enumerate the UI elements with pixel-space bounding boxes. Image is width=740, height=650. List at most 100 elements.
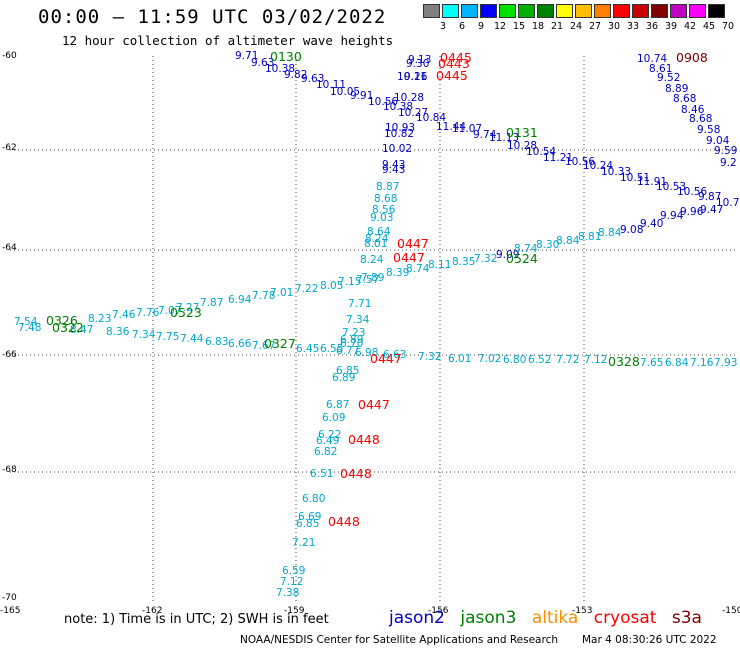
cyan-track-swh-label: 7.87 <box>200 297 223 309</box>
color-scale-label: 24 <box>569 21 583 32</box>
legend-jason3: jason3 <box>460 608 517 628</box>
color-scale-swatch <box>423 4 440 18</box>
cyan-track-swh-label: 6.82 <box>314 446 337 458</box>
jason2-swh-label: 10.28 <box>507 140 537 152</box>
color-scale-swatch <box>594 4 611 18</box>
lat-tick-label: -64 <box>2 243 17 253</box>
lat-tick-label: -66 <box>2 350 17 360</box>
cyan-track-swh-label: 6.59 <box>282 565 305 577</box>
jason2-swh-label: 10.51 <box>620 172 650 184</box>
jason2-swh-label: 9.82 <box>284 69 307 81</box>
cyan-track-swh-label: 8.81 <box>578 231 601 243</box>
cyan-track-swh-label: 6.55 <box>320 343 343 355</box>
s3a-pass-time-label: 0908 <box>676 50 708 65</box>
lat-tick-label: -70 <box>2 593 17 603</box>
cyan-track-swh-label: 8.47 <box>70 324 93 336</box>
cyan-track-swh-label: 7.15 <box>338 276 361 288</box>
lat-tick-label: -68 <box>2 465 17 475</box>
jason2-swh-label: 11.07 <box>452 123 482 135</box>
jason2-swh-label: 9.63 <box>251 57 274 69</box>
cyan-track-swh-label: 6.70 <box>340 338 363 350</box>
cyan-track-swh-label: 6.83 <box>205 336 228 348</box>
jason3-pass-time-label: 0131 <box>506 125 538 140</box>
jason2-swh-label: 9.63 <box>301 73 324 85</box>
color-scale-swatch <box>499 4 516 18</box>
jason2-swh-label: 8.68 <box>673 93 696 105</box>
color-scale-swatch <box>613 4 630 18</box>
cyan-track-swh-label: 8.64 <box>367 226 391 238</box>
cyan-track-swh-label: 8.56 <box>372 204 396 216</box>
cryosat-pass-time-label: 0448 <box>348 432 380 447</box>
color-scale-label: 36 <box>645 21 659 32</box>
jason2-swh-label: 9.04 <box>706 135 730 147</box>
cyan-track-swh-label: 7.72 <box>556 354 579 366</box>
color-scale-label: 21 <box>550 21 564 32</box>
cyan-track-swh-label: 7.27 <box>176 302 199 314</box>
jason2-swh-label: 9.74 <box>473 129 497 141</box>
cyan-track-swh-label: 6.89 <box>340 334 363 346</box>
cyan-track-swh-label: 7.67 <box>252 340 275 352</box>
color-scale-label: 42 <box>683 21 697 32</box>
cryosat-pass-time-label: 0447 <box>393 250 425 265</box>
legend-s3a: s3a <box>671 608 702 628</box>
color-scale-swatch <box>670 4 687 18</box>
jason2-swh-label: 8.89 <box>665 83 688 95</box>
jason2-swh-label: 10.56 <box>368 96 398 108</box>
cyan-track-swh-label: 8.24 <box>365 233 389 245</box>
jason2-swh-label: 11.91 <box>637 176 667 188</box>
jason2-swh-label: 8.61 <box>649 63 672 75</box>
cryosat-pass-time-label: 0448 <box>340 466 372 481</box>
jason2-swh-label: 9.40 <box>640 218 663 230</box>
color-scale-label: 12 <box>493 21 507 32</box>
cyan-track-swh-label: 8.01 <box>364 238 387 250</box>
cyan-track-swh-label: 7.46 <box>112 309 136 321</box>
cyan-track-swh-label: 7.34 <box>132 329 156 341</box>
jason3-pass-time-label: 0130 <box>270 49 302 64</box>
cyan-track-swh-label: 6.51 <box>310 468 333 480</box>
color-scale-swatch <box>480 4 497 18</box>
cyan-track-swh-label: 8.30 <box>536 239 559 251</box>
footer-note: note: 1) Time is in UTC; 2) SWH is in fe… <box>64 612 329 627</box>
jason2-swh-label: 11.21 <box>543 152 573 164</box>
lon-tick-label: -165 <box>0 606 20 616</box>
jason2-swh-label: 10.02 <box>382 143 412 155</box>
cyan-track-swh-label: 6.80 <box>503 354 526 366</box>
color-scale-swatch <box>632 4 649 18</box>
cyan-track-swh-label: 7.02 <box>478 353 501 365</box>
jason2-swh-label: 10.11 <box>397 71 427 83</box>
jason2-swh-label: 10.38 <box>265 63 295 75</box>
cyan-track-swh-label: 6.52 <box>528 354 551 366</box>
cyan-track-swh-label: 7.89 <box>361 272 384 284</box>
jason2-swh-label: 10.33 <box>601 166 631 178</box>
cyan-track-swh-label: 6.85 <box>296 518 319 530</box>
cyan-track-swh-label: 6.63 <box>383 349 406 361</box>
cryosat-pass-time-label: 0448 <box>328 514 360 529</box>
cryosat-pass-time-label: 0445 <box>436 68 468 83</box>
cyan-track-swh-label: 7.12 <box>280 576 303 588</box>
color-scale-swatch <box>461 4 478 18</box>
jason2-swh-label: 9.26 <box>404 71 428 83</box>
lon-tick-label: -153 <box>572 606 592 616</box>
satellite-legend: jason2 jason3 altika cryosat s3a <box>389 608 712 628</box>
jason2-swh-label: 9.96 <box>680 206 704 218</box>
lon-tick-label: -150 <box>722 606 740 616</box>
cyan-track-swh-label: 6.84 <box>665 357 689 369</box>
color-scale-label: 9 <box>477 21 485 32</box>
cyan-track-swh-label: 8.05 <box>320 280 343 292</box>
cyan-track-swh-label: 8.74 <box>406 263 430 275</box>
jason2-swh-label: 9.30 <box>406 58 429 70</box>
cyan-track-swh-label: 7.71 <box>348 298 371 310</box>
cyan-track-swh-label: 8.35 <box>452 256 475 268</box>
jason3-pass-time-label: 0322 <box>52 320 84 335</box>
credit-line: NOAA/NESDIS Center for Satellite Applica… <box>240 634 558 646</box>
jason2-swh-label: 9.59 <box>714 145 737 157</box>
color-scale-label: 33 <box>626 21 640 32</box>
cyan-track-swh-label: 7.34 <box>346 314 370 326</box>
cyan-track-swh-label: 7.12 <box>584 354 607 366</box>
legend-altika: altika <box>531 608 579 628</box>
lat-tick-label: -60 <box>2 51 17 61</box>
color-scale-swatch <box>537 4 554 18</box>
cyan-track-swh-label: 6.49 <box>316 435 339 447</box>
cyan-track-swh-label: 6.89 <box>332 372 355 384</box>
